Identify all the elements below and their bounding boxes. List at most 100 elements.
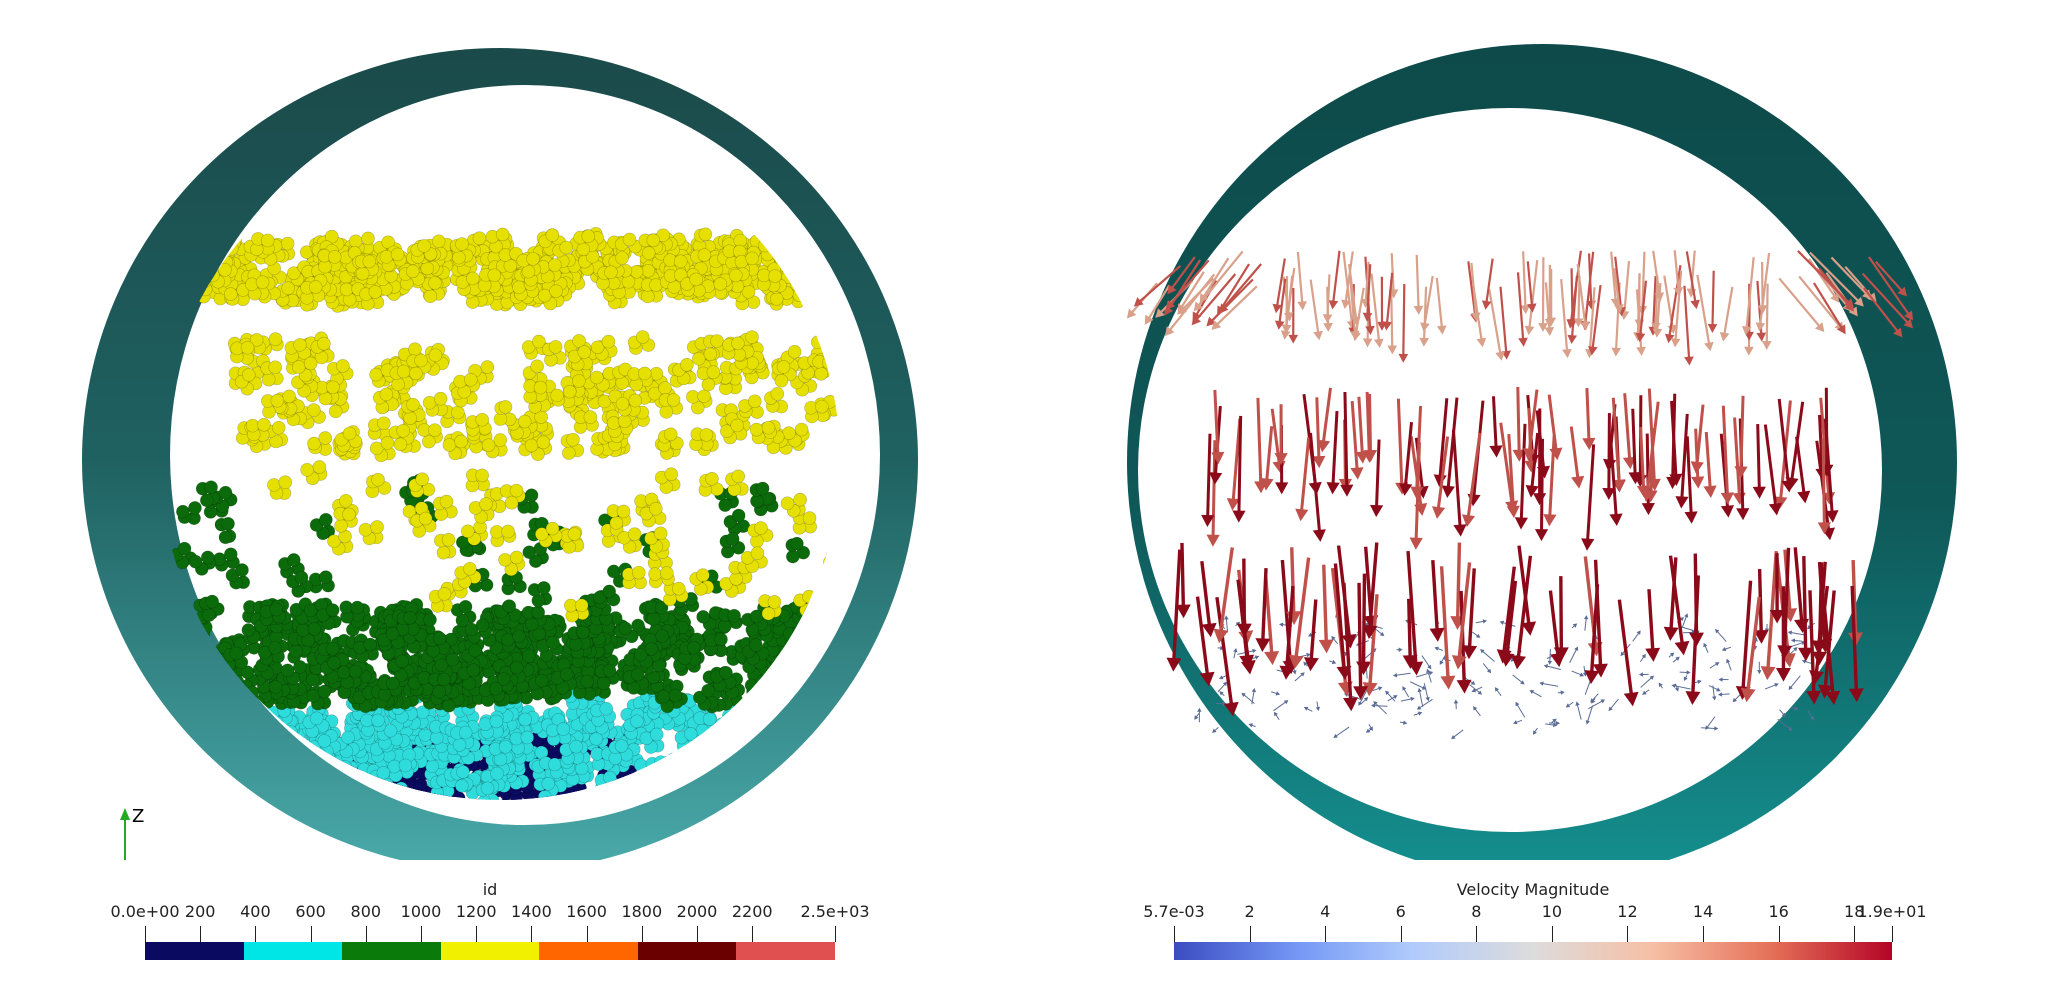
particle (721, 830, 747, 857)
particle (266, 814, 293, 839)
particle (757, 846, 782, 860)
colorbar-tick-mark (1476, 926, 1478, 942)
colorbar-tick-label: 0.0e+00 (110, 902, 180, 921)
particle (434, 532, 457, 560)
colorbar-tick-mark (1400, 926, 1402, 942)
particle (317, 248, 342, 274)
particle (727, 801, 752, 828)
colorbar-tick-mark (835, 926, 836, 942)
particle (749, 798, 763, 800)
particle (205, 842, 231, 860)
particle (680, 836, 704, 860)
particle (721, 336, 746, 362)
particle (746, 804, 773, 830)
colorbar-tick-label: 2000 (676, 902, 718, 921)
particle (678, 640, 701, 667)
particle (704, 632, 728, 658)
velocity-colorbar-ticks: 5.7e-03 2 4 6 8 10 12 14 16 18 1.9e+01 (1143, 902, 1926, 924)
particle (739, 833, 764, 859)
particle (686, 824, 712, 848)
particle (791, 752, 818, 778)
id-colorbar-bar (145, 942, 836, 960)
axis-z-label: Z (132, 806, 144, 827)
particle (301, 829, 323, 856)
colorbar-tick-label: 1800 (621, 902, 663, 921)
particle (339, 600, 365, 624)
particle (573, 410, 599, 434)
id-colorbar: id 0.0e+00 200 400 600 800 1000 1200 1400 1600 18… (110, 880, 870, 960)
particle (196, 773, 221, 799)
particle (795, 747, 821, 775)
particle-id-render[interactable]: Z Y X (0, 0, 1027, 860)
particle (268, 843, 292, 860)
colorbar-tick-mark (310, 926, 312, 942)
particle (450, 725, 475, 752)
colorbar-segment (736, 942, 836, 960)
colorbar-tick-mark (531, 926, 533, 942)
colorbar-tick-label: 14 (1692, 902, 1714, 921)
colorbar-tick-mark (1249, 926, 1251, 942)
colorbar-segment (243, 942, 343, 960)
particle (207, 804, 230, 830)
particle (239, 838, 265, 860)
colorbar-tick-mark (1892, 926, 1893, 942)
colorbar-tick-label: 4 (1320, 902, 1331, 921)
velocity-glyph-render[interactable] (1027, 0, 2054, 860)
particle (509, 730, 535, 755)
colorbar-tick-mark (1627, 926, 1629, 942)
particle (559, 739, 585, 765)
colorbar-tick-label: 1400 (511, 902, 552, 921)
colorbar-tick-label: 12 (1617, 902, 1638, 921)
particle (245, 417, 271, 442)
particle (560, 527, 585, 554)
colorbar-segment (637, 942, 737, 960)
particle (191, 783, 216, 800)
colorbar-tick-mark (697, 926, 698, 942)
colorbar-segment (145, 942, 244, 960)
colorbar-tick-mark (586, 926, 588, 942)
colorbar-tick-label: 2 (1244, 902, 1255, 921)
particle (478, 714, 504, 739)
particle (743, 829, 769, 854)
particle (606, 504, 632, 530)
colorbar-tick-label: 1.9e+01 (1857, 902, 1927, 921)
particle (387, 758, 414, 783)
particle (754, 798, 769, 800)
particle (465, 412, 492, 437)
colorbar-tick-label: 10 (1541, 902, 1563, 921)
particle (805, 734, 830, 760)
particle (740, 836, 762, 860)
particle (707, 839, 732, 860)
particle (788, 755, 814, 782)
colorbar-tick-label: 600 (295, 902, 326, 921)
particle (736, 795, 763, 800)
particle (395, 610, 420, 637)
particle (712, 826, 738, 849)
velocity-colorbar: Velocity Magnitude 5.7e-03 2 4 6 8 10 12 14 16 18… (1143, 880, 1927, 960)
particle (250, 232, 275, 257)
particle (756, 268, 782, 293)
colorbar-tick-label: 400 (240, 902, 271, 921)
particle (759, 795, 774, 800)
particle (300, 280, 326, 305)
colorbar-tick-mark (365, 926, 367, 942)
particle (191, 815, 215, 838)
colorbar-tick-mark (752, 926, 754, 942)
particle (268, 823, 295, 846)
colorbar-segment (539, 942, 638, 960)
id-colorbar-title: id (482, 880, 498, 899)
particle (263, 811, 286, 837)
colorbar-tick-label: 200 (184, 902, 216, 921)
particle (545, 722, 572, 747)
right-render-view[interactable]: Velocity Magnitude 5.7e-03 2 4 6 8 10 12 14 16 18… (1027, 0, 2054, 988)
colorbar-tick-label: 1200 (455, 902, 497, 921)
colorbar-tick-mark (1174, 926, 1175, 942)
particle (648, 566, 675, 589)
particle (428, 587, 453, 613)
particle (563, 598, 590, 623)
particle (129, 686, 156, 711)
particle (622, 565, 647, 590)
colorbar-tick-mark (476, 926, 478, 942)
colorbar-tick-mark (1325, 926, 1327, 942)
